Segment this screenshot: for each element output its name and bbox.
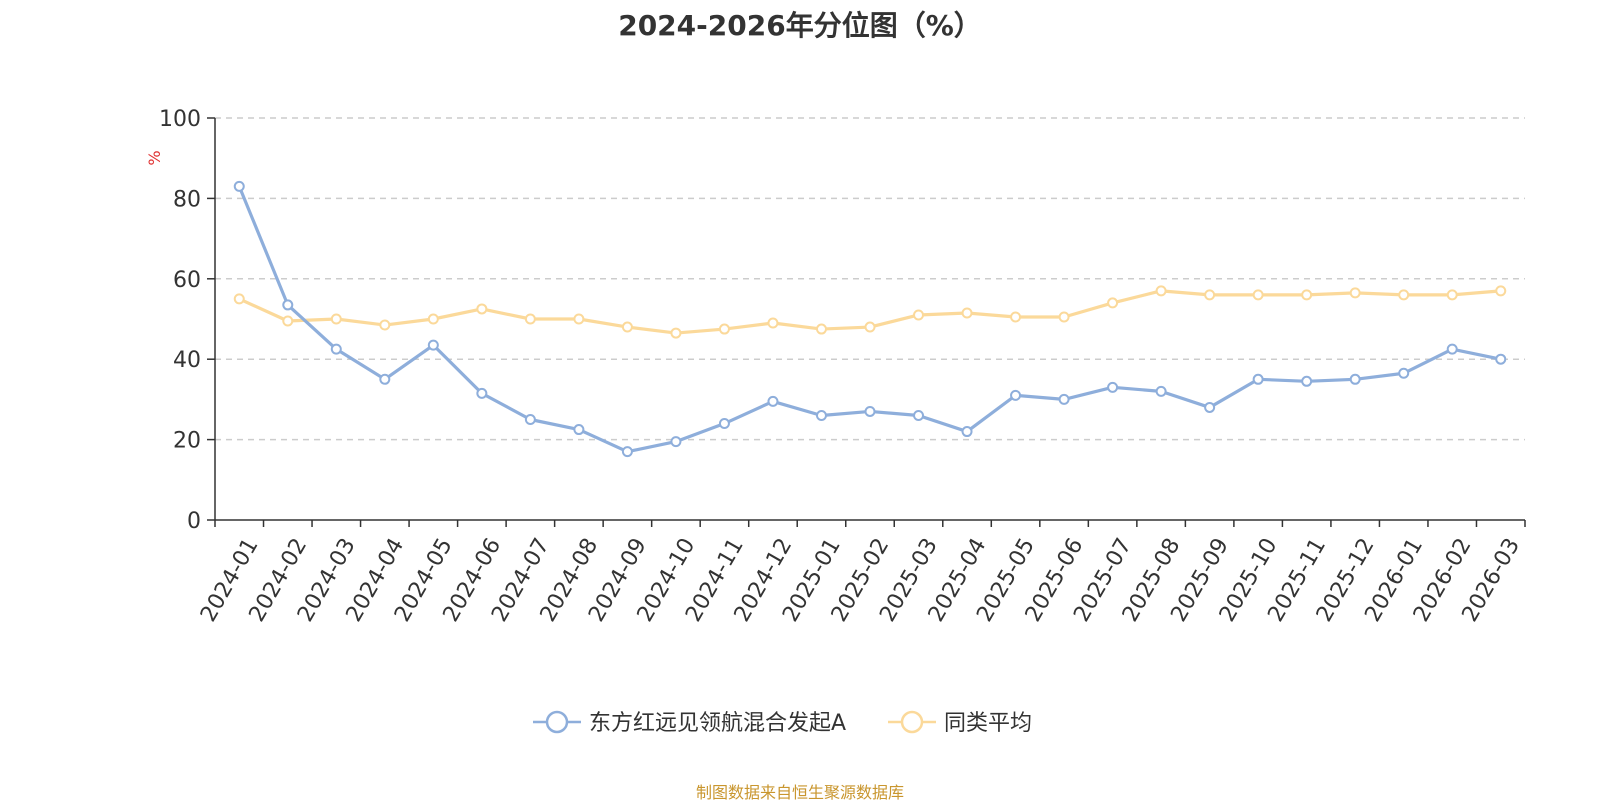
data-point xyxy=(1058,393,1070,405)
data-point xyxy=(573,313,585,325)
legend-label: 同类平均 xyxy=(944,711,1032,736)
data-point xyxy=(476,387,488,399)
data-point xyxy=(233,293,245,305)
data-point xyxy=(1301,289,1313,301)
y-tick-label: 60 xyxy=(173,268,201,293)
data-point xyxy=(1495,353,1507,365)
data-point xyxy=(815,323,827,335)
axes: 020406080100%2024-012024-022024-032024-0… xyxy=(145,107,1526,626)
data-point xyxy=(524,414,536,425)
source-note: 制图数据来自恒生聚源数据库 xyxy=(695,783,904,802)
data-point xyxy=(1398,367,1410,379)
data-point xyxy=(524,313,536,325)
data-point xyxy=(913,409,925,421)
data-point xyxy=(621,446,633,458)
series-layer xyxy=(233,180,1507,458)
data-point xyxy=(1349,373,1361,385)
data-point xyxy=(815,409,827,421)
data-point xyxy=(1252,289,1264,301)
y-tick-label: 40 xyxy=(173,348,201,373)
legend-marker-icon xyxy=(900,710,924,734)
data-point xyxy=(767,317,779,329)
data-point xyxy=(1204,401,1216,413)
data-point xyxy=(1010,311,1022,323)
data-point xyxy=(621,321,633,333)
data-point xyxy=(379,319,391,331)
legend-item-fund: 东方红远见领航混合发起A xyxy=(533,710,846,736)
data-point xyxy=(718,418,730,430)
data-point xyxy=(1252,373,1264,385)
series-peer-average xyxy=(233,285,1507,339)
data-point xyxy=(1058,311,1070,323)
data-point xyxy=(330,343,342,355)
data-point xyxy=(864,405,876,417)
data-point xyxy=(864,321,876,333)
y-tick-label: 100 xyxy=(159,107,201,132)
y-tick-label: 20 xyxy=(173,429,201,454)
data-point xyxy=(1349,287,1361,299)
chart-title: 2024-2026年分位图（%） xyxy=(618,9,982,42)
data-point xyxy=(379,373,391,385)
data-point xyxy=(427,339,439,351)
data-point xyxy=(1446,289,1458,301)
legend-marker-icon xyxy=(545,710,569,734)
data-point xyxy=(961,307,973,319)
data-point xyxy=(1204,289,1216,301)
data-point xyxy=(1155,385,1167,397)
data-point xyxy=(1107,297,1119,309)
data-point xyxy=(282,315,294,327)
data-point xyxy=(1301,375,1313,387)
data-point xyxy=(330,313,342,325)
data-point xyxy=(1107,381,1119,393)
data-point xyxy=(282,299,294,311)
legend-item-peer-average: 同类平均 xyxy=(888,710,1032,736)
data-point xyxy=(573,424,585,436)
data-point xyxy=(913,309,925,321)
data-point xyxy=(670,436,682,448)
y-tick-label: 0 xyxy=(187,509,201,534)
data-point xyxy=(961,426,973,438)
data-point xyxy=(427,313,439,325)
data-point xyxy=(1010,389,1022,401)
data-point xyxy=(1446,343,1458,355)
data-point xyxy=(670,327,682,339)
y-tick-label: 80 xyxy=(173,187,201,212)
data-point xyxy=(1398,289,1410,301)
data-point xyxy=(1495,285,1507,297)
data-point xyxy=(767,395,779,407)
grid-lines xyxy=(215,117,1525,441)
data-point xyxy=(476,303,488,315)
y-axis-unit-label: % xyxy=(145,150,164,165)
data-point xyxy=(718,323,730,335)
legend-label: 东方红远见领航混合发起A xyxy=(589,711,846,736)
data-point xyxy=(1155,285,1167,297)
legend: 东方红远见领航混合发起A 同类平均 xyxy=(533,710,1032,736)
series-fund xyxy=(233,180,1507,458)
data-point xyxy=(233,180,245,192)
